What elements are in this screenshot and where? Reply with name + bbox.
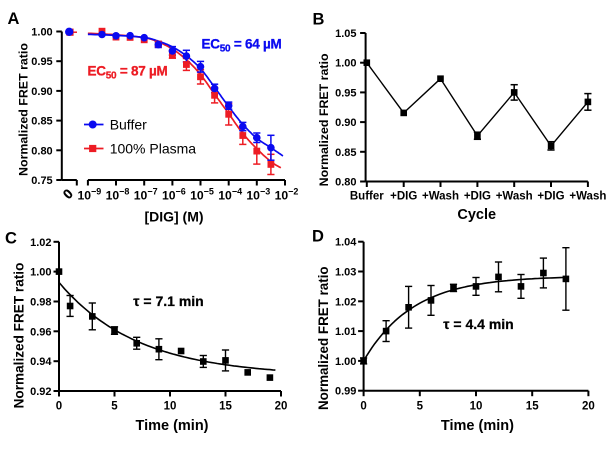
svg-text:5: 5 [111, 401, 118, 413]
svg-text:0.75: 0.75 [31, 175, 52, 187]
svg-text:1.00: 1.00 [335, 58, 356, 70]
svg-text:0: 0 [56, 401, 62, 413]
svg-text:τ = 7.1 min: τ = 7.1 min [133, 293, 203, 309]
svg-text:Time (min): Time (min) [135, 418, 208, 434]
svg-text:1.02: 1.02 [30, 237, 51, 249]
svg-text:C: C [5, 230, 17, 248]
svg-text:Cycle: Cycle [457, 207, 496, 223]
svg-text:10: 10 [164, 401, 177, 413]
svg-text:0: 0 [360, 400, 366, 412]
svg-text:+DIG: +DIG [537, 191, 564, 203]
svg-text:20: 20 [582, 400, 595, 412]
svg-text:+DIG: +DIG [464, 191, 491, 203]
svg-text:0.90: 0.90 [335, 117, 356, 129]
svg-text:0.92: 0.92 [30, 386, 51, 398]
svg-text:1.00: 1.00 [30, 267, 51, 279]
svg-text:Time (min): Time (min) [441, 418, 514, 434]
svg-text:EC50 = 87 µM: EC50 = 87 µM [87, 64, 167, 82]
svg-text:1.00: 1.00 [335, 356, 356, 368]
svg-text:20: 20 [275, 401, 288, 413]
svg-text:0.85: 0.85 [31, 116, 52, 128]
svg-text:5: 5 [417, 400, 424, 412]
svg-text:+DIG: +DIG [390, 191, 417, 203]
svg-text:0.96: 0.96 [30, 326, 51, 338]
svg-text:Normalized FRET ratio: Normalized FRET ratio [317, 53, 331, 186]
svg-text:Buffer: Buffer [350, 191, 384, 203]
svg-text:15: 15 [526, 400, 539, 412]
svg-text:1.04: 1.04 [335, 237, 357, 249]
svg-text:10: 10 [470, 400, 483, 412]
svg-text:1.00: 1.00 [31, 27, 52, 39]
svg-text:+Wash: +Wash [422, 191, 459, 203]
svg-text:0.95: 0.95 [335, 87, 356, 99]
svg-text:0.94: 0.94 [30, 356, 52, 368]
svg-text:0.99: 0.99 [335, 386, 356, 398]
svg-text:0.90: 0.90 [31, 86, 52, 98]
svg-text:D: D [312, 228, 324, 246]
svg-text:0.80: 0.80 [335, 177, 356, 189]
svg-text:0.95: 0.95 [31, 56, 52, 68]
svg-text:τ = 4.4 min: τ = 4.4 min [443, 316, 513, 332]
svg-text:B: B [313, 11, 325, 29]
svg-text:Normalized FRET ratio: Normalized FRET ratio [16, 43, 30, 176]
svg-text:100% Plasma: 100% Plasma [110, 141, 197, 157]
svg-text:+Wash: +Wash [496, 191, 533, 203]
svg-text:Normalized FRET ratio: Normalized FRET ratio [316, 266, 331, 410]
svg-text:0.80: 0.80 [31, 145, 52, 157]
svg-text:15: 15 [219, 401, 232, 413]
svg-text:Buffer: Buffer [110, 117, 147, 133]
svg-text:0.85: 0.85 [335, 147, 356, 159]
svg-text:1.03: 1.03 [335, 267, 356, 279]
svg-text:[DIG] (M): [DIG] (M) [144, 209, 203, 225]
svg-text:Normalized FRET ratio: Normalized FRET ratio [11, 263, 26, 409]
svg-text:1.01: 1.01 [335, 326, 356, 338]
svg-text:1.05: 1.05 [335, 28, 356, 40]
svg-text:0.98: 0.98 [30, 297, 51, 309]
svg-text:A: A [7, 10, 19, 28]
svg-text:1.02: 1.02 [335, 296, 356, 308]
svg-text:+Wash: +Wash [569, 191, 606, 203]
